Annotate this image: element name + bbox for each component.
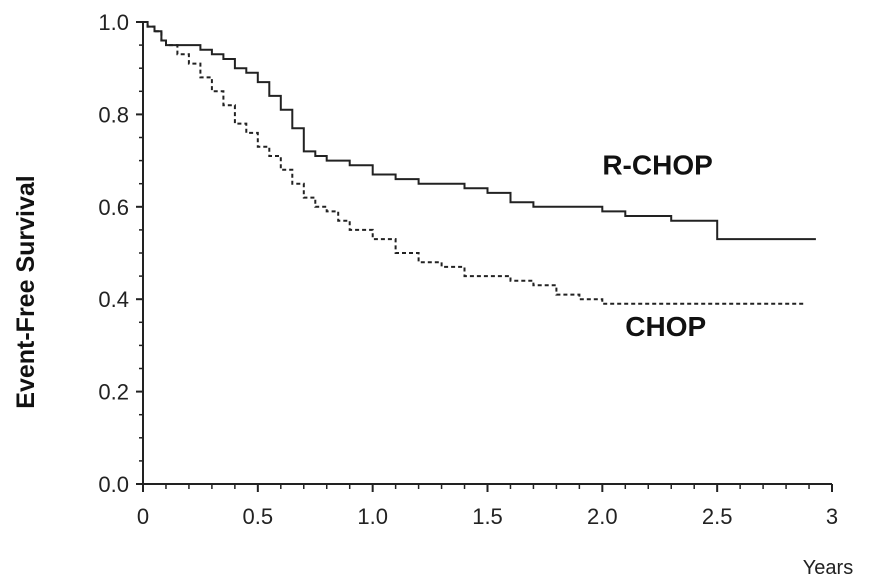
y-tick-label: 0.2	[98, 380, 129, 405]
y-tick-label: 0.4	[98, 287, 129, 312]
x-tick-label: 1.5	[472, 504, 503, 529]
x-tick-label: 0	[137, 504, 149, 529]
y-tick-label: 0.6	[98, 195, 129, 220]
ticks	[136, 21, 833, 492]
x-axis-title: Years	[803, 557, 853, 579]
series-line-r-chop	[143, 21, 816, 241]
x-tick-label: 2.0	[587, 504, 618, 529]
x-tick-label: 1.0	[357, 504, 388, 529]
y-tick-label: 0.0	[98, 472, 129, 497]
series-line-chop	[143, 21, 805, 305]
series-label-r-chop: R-CHOP	[602, 149, 712, 180]
y-axis-title: Event-Free Survival	[12, 175, 40, 408]
series-label-chop: CHOP	[625, 311, 706, 342]
x-tick-label: 0.5	[243, 504, 274, 529]
x-tick-label: 2.5	[702, 504, 733, 529]
y-tick-label: 1.0	[98, 10, 129, 35]
annotation-layer: R-CHOP CHOP	[602, 149, 712, 342]
series-layer	[143, 21, 816, 305]
tick-labels: 0.0 0.2 0.4 0.6 0.8 1.0 0 0.5 1.0 1.5 2.0 2.5 3	[98, 10, 838, 529]
x-tick-label: 3	[826, 504, 838, 529]
axes	[142, 22, 832, 485]
y-tick-label: 0.8	[98, 102, 129, 127]
